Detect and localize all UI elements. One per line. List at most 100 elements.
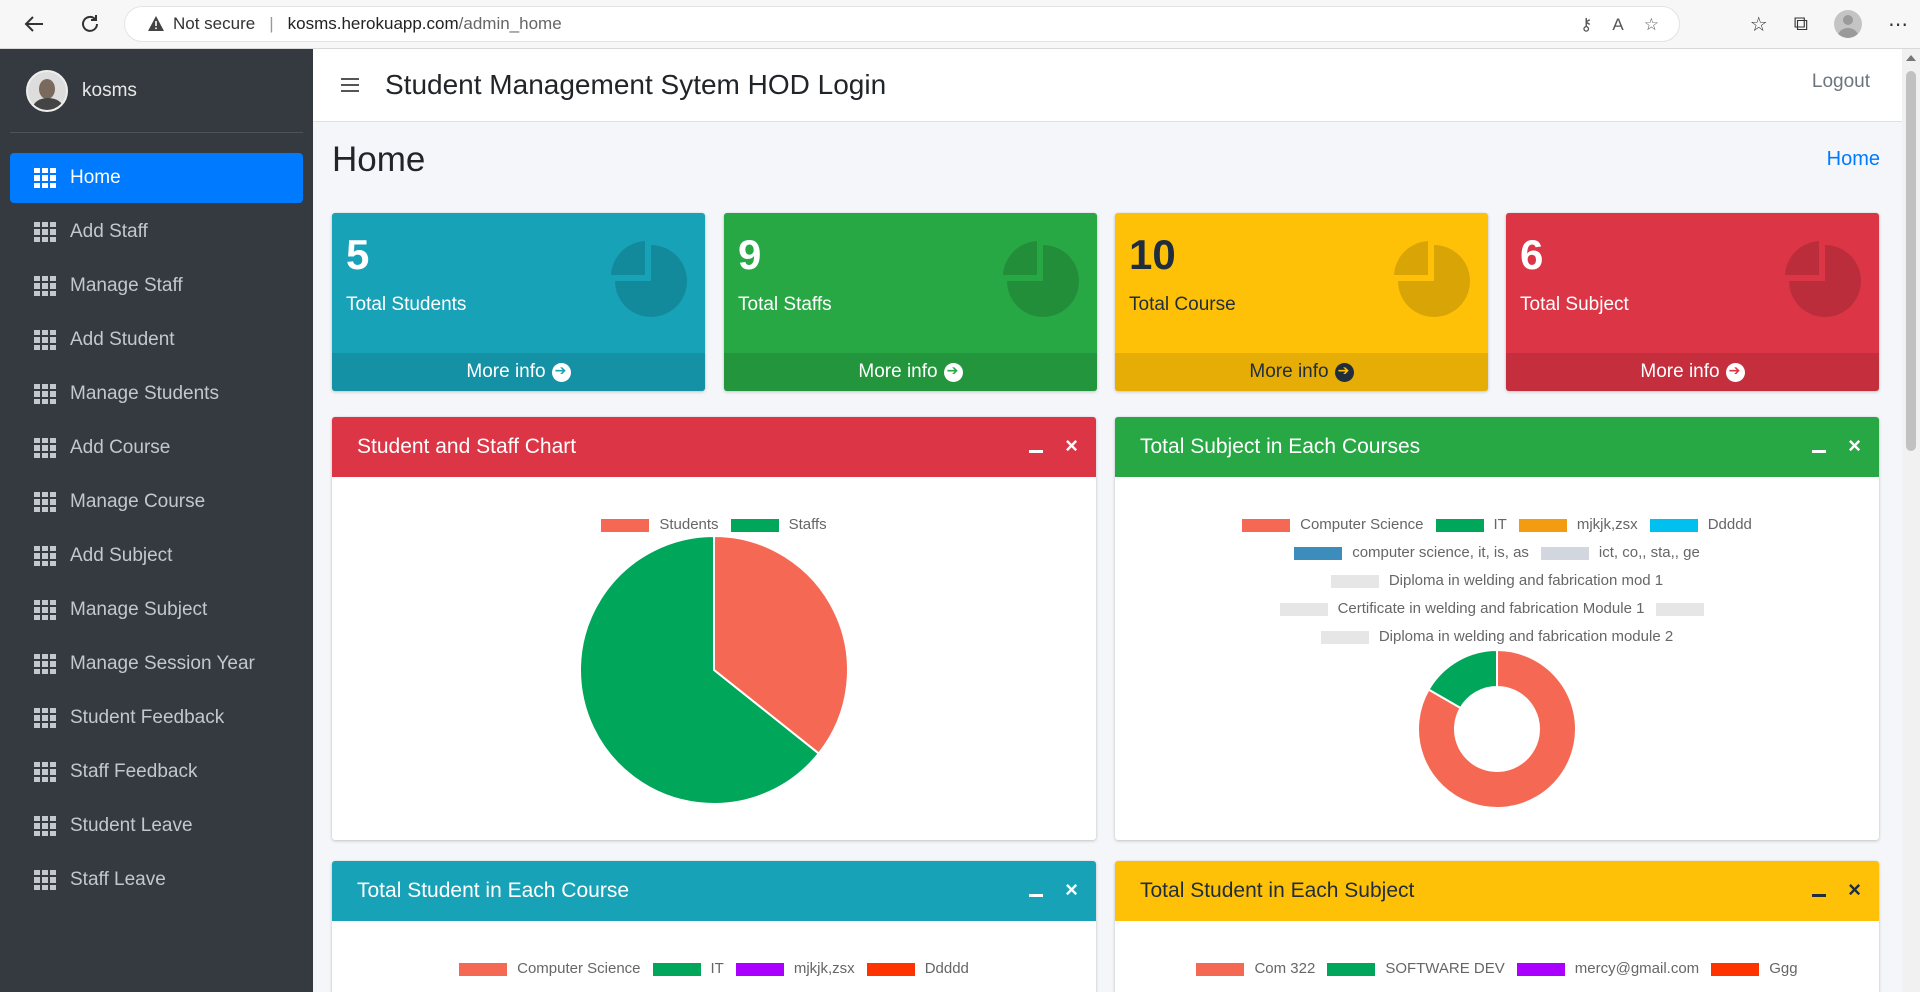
sidebar-item-manage-subject[interactable]: Manage Subject xyxy=(10,585,303,635)
sidebar-item-manage-session-year[interactable]: Manage Session Year xyxy=(10,639,303,689)
hamburger-icon[interactable] xyxy=(341,78,359,92)
sidebar-item-add-staff[interactable]: Add Staff xyxy=(10,207,303,257)
minus-icon[interactable] xyxy=(1029,893,1044,897)
sidebar-item-add-subject[interactable]: Add Subject xyxy=(10,531,303,581)
stat-label: Total Subject xyxy=(1520,294,1629,315)
pie-chart-icon xyxy=(1394,241,1470,317)
legend-swatch xyxy=(1242,518,1291,532)
close-icon[interactable]: × xyxy=(1065,433,1078,458)
legend-label: Certificate in welding and fabrication M… xyxy=(1337,600,1645,617)
sidebar-user[interactable]: kosms xyxy=(10,49,303,133)
sidebar-item-student-feedback[interactable]: Student Feedback xyxy=(10,693,303,743)
legend-swatch xyxy=(601,518,650,532)
minus-icon[interactable] xyxy=(1812,893,1827,897)
legend-item: mjkjk,zsx xyxy=(735,955,855,983)
legend-swatch xyxy=(459,962,508,976)
sidebar-item-label: Manage Subject xyxy=(70,599,208,620)
back-icon[interactable] xyxy=(14,4,54,44)
more-info-label: More info xyxy=(466,361,546,382)
sidebar-item-manage-staff[interactable]: Manage Staff xyxy=(10,261,303,311)
grid-icon xyxy=(34,492,56,512)
sidebar-item-home[interactable]: Home xyxy=(10,153,303,203)
legend-item: IT xyxy=(652,955,724,983)
key-icon[interactable]: ⚷ xyxy=(1579,15,1593,34)
more-info-link[interactable]: More info xyxy=(1115,353,1488,391)
sidebar-item-manage-students[interactable]: Manage Students xyxy=(10,369,303,419)
scrollbar[interactable] xyxy=(1902,49,1920,992)
sidebar-item-manage-course[interactable]: Manage Course xyxy=(10,477,303,527)
legend-label: Com 322 xyxy=(1254,960,1316,977)
card-title: Total Subject in Each Courses xyxy=(1140,435,1421,458)
sidebar-item-label: Student Feedback xyxy=(70,707,225,728)
scrollbar-thumb[interactable] xyxy=(1906,71,1916,451)
address-bar[interactable]: Not secure | kosms.herokuapp.com/admin_h… xyxy=(124,6,1680,42)
subject-courses-card: Total Subject in Each Courses × Computer… xyxy=(1115,417,1879,840)
sidebar-item-staff-feedback[interactable]: Staff Feedback xyxy=(10,747,303,797)
refresh-icon[interactable] xyxy=(70,4,110,44)
legend-swatch xyxy=(1435,518,1484,532)
pie-chart-icon xyxy=(1003,241,1079,317)
profile-icon[interactable] xyxy=(1834,10,1862,38)
logout-link[interactable]: Logout xyxy=(1811,71,1870,92)
legend-item: Ggg xyxy=(1711,955,1798,983)
legend-label: Diploma in welding and fabrication mod 1 xyxy=(1388,572,1664,589)
chart-legend: Com 322 SOFTWARE DEV mercy@gmail.com Ggg xyxy=(1115,955,1879,983)
minus-icon[interactable] xyxy=(1029,449,1044,453)
minus-icon[interactable] xyxy=(1812,449,1827,453)
legend-item: SOFTWARE DEV xyxy=(1327,955,1505,983)
close-icon[interactable]: × xyxy=(1065,877,1078,902)
collections-icon[interactable]: ⧉ xyxy=(1793,12,1808,35)
grid-icon xyxy=(34,276,56,296)
legend-swatch xyxy=(1656,602,1705,616)
grid-icon xyxy=(34,708,56,728)
read-aloud-icon[interactable]: A xyxy=(1612,15,1624,34)
legend-item: Ddddd xyxy=(1649,511,1752,539)
stat-value: 10 xyxy=(1129,231,1176,278)
more-info-link[interactable]: More info xyxy=(724,353,1097,391)
close-icon[interactable]: × xyxy=(1848,877,1861,902)
pie-slice-staffs[interactable] xyxy=(579,535,821,805)
legend-label: mjkjk,zsx xyxy=(1576,516,1638,533)
legend-item: Certificate in welding and fabrication M… xyxy=(1279,595,1645,623)
add-favorite-icon[interactable]: ☆ xyxy=(1643,15,1659,34)
card-title: Total Student in Each Subject xyxy=(1140,879,1415,902)
legend-item xyxy=(1656,595,1714,623)
legend-label: Diploma in welding and fabrication modul… xyxy=(1378,628,1674,645)
student-staff-pie-chart xyxy=(579,535,849,805)
sidebar-item-label: Add Student xyxy=(70,329,175,350)
pie-slice-it[interactable] xyxy=(1427,649,1498,710)
more-info-link[interactable]: More info xyxy=(1506,353,1879,391)
pie-slice-students[interactable] xyxy=(713,535,849,755)
breadcrumb[interactable]: Home xyxy=(1826,148,1880,170)
legend-swatch xyxy=(1294,546,1343,560)
legend-label: mjkjk,zsx xyxy=(793,960,855,977)
pie-slice-computer-science[interactable] xyxy=(1417,649,1577,809)
legend-swatch xyxy=(730,518,779,532)
legend-item: Computer Science xyxy=(1242,511,1424,539)
grid-icon xyxy=(34,654,56,674)
legend-swatch xyxy=(1320,630,1369,644)
more-info-link[interactable]: More info xyxy=(332,353,705,391)
close-icon[interactable]: × xyxy=(1848,433,1861,458)
grid-icon xyxy=(34,600,56,620)
legend-item: Diploma in welding and fabrication mod 1 xyxy=(1241,567,1753,595)
sidebar-item-label: Staff Leave xyxy=(70,869,166,890)
favorites-icon[interactable]: ☆ xyxy=(1749,13,1768,36)
grid-icon xyxy=(34,222,56,242)
sidebar-item-label: Add Staff xyxy=(70,221,148,242)
more-icon[interactable]: ⋯ xyxy=(1888,13,1908,36)
sidebar-item-add-student[interactable]: Add Student xyxy=(10,315,303,365)
legend-label: Students xyxy=(659,516,719,533)
legend-label: IT xyxy=(710,960,724,977)
sidebar-item-staff-leave[interactable]: Staff Leave xyxy=(10,855,303,905)
legend-item: Com 322 xyxy=(1196,955,1315,983)
app-title: Student Management Sytem HOD Login xyxy=(385,69,887,100)
sidebar-item-student-leave[interactable]: Student Leave xyxy=(10,801,303,851)
top-navbar: Student Management Sytem HOD Login Logou… xyxy=(313,49,1902,122)
subject-courses-donut-chart xyxy=(1417,649,1577,809)
pie-chart-icon xyxy=(1785,241,1861,317)
legend-item: IT xyxy=(1435,511,1507,539)
scroll-up-icon[interactable] xyxy=(1906,55,1916,61)
sidebar-item-add-course[interactable]: Add Course xyxy=(10,423,303,473)
grid-icon xyxy=(34,816,56,836)
